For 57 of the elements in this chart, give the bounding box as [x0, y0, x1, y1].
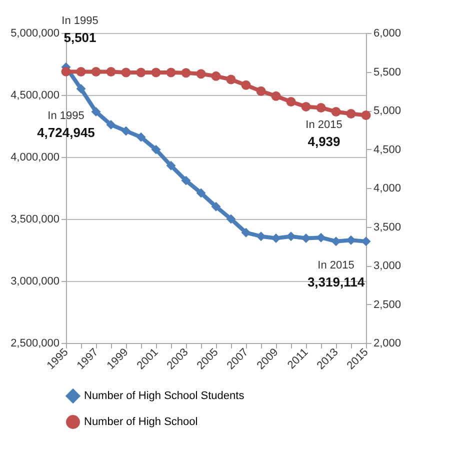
- point: [211, 71, 221, 81]
- point: [151, 144, 161, 154]
- point: [256, 86, 266, 96]
- annotation: In 1995 4,724,945: [37, 110, 95, 140]
- y2-tick-label: 5,500: [374, 66, 402, 78]
- point: [316, 102, 326, 112]
- point: [241, 80, 251, 90]
- point: [211, 202, 221, 212]
- y2-tick-label: 4,000: [374, 182, 402, 194]
- legend-label: Number of High School Students: [84, 390, 245, 402]
- point: [91, 106, 101, 116]
- y-tick-label: 4,000,000: [10, 152, 60, 164]
- annotation: In 2015 3,319,114: [307, 259, 366, 290]
- point: [361, 110, 371, 120]
- point: [196, 188, 206, 198]
- y2-tick-label: 3,500: [374, 221, 402, 234]
- point: [181, 176, 191, 186]
- point: [346, 109, 356, 118]
- y-tick-label: 4,500,000: [10, 90, 60, 102]
- y2-tick-label: 5,000: [374, 105, 402, 117]
- y-tick-label: 2,500,000: [10, 338, 60, 350]
- point: [286, 97, 296, 106]
- y-tick-label: 5,000,000: [10, 28, 60, 40]
- annotation: In 2015 4,939: [306, 119, 342, 149]
- point: [166, 160, 176, 170]
- point: [226, 214, 236, 224]
- point: [136, 68, 146, 78]
- point: [226, 74, 236, 84]
- y2-tick-label: 2,000: [374, 338, 402, 350]
- point: [136, 132, 146, 142]
- point: [271, 91, 281, 101]
- legend-label: Number of High School: [84, 416, 198, 428]
- point: [106, 67, 116, 76]
- point: [151, 68, 161, 78]
- y2-tick-label: 4,500: [374, 144, 402, 156]
- y2-tick-label: 2,500: [374, 298, 402, 311]
- point: [91, 67, 101, 76]
- point: [61, 66, 71, 76]
- point: [106, 120, 116, 130]
- point: [121, 68, 131, 78]
- y-tick-label: 3,500,000: [10, 214, 60, 226]
- y-tick-label: 3,000,000: [10, 276, 60, 288]
- point: [301, 102, 311, 112]
- y2-tick-label: 3,000: [374, 260, 402, 272]
- point: [241, 228, 251, 238]
- point: [76, 84, 86, 94]
- point: [76, 67, 86, 76]
- y2-tick-label: 6,000: [374, 28, 402, 40]
- point: [256, 232, 266, 242]
- point: [166, 68, 176, 78]
- point: [286, 232, 296, 242]
- point: [196, 69, 206, 79]
- point: [121, 126, 131, 136]
- point: [271, 233, 281, 243]
- annotation: In 1995 5,501: [62, 15, 98, 45]
- point: [181, 68, 191, 78]
- point: [331, 107, 341, 116]
